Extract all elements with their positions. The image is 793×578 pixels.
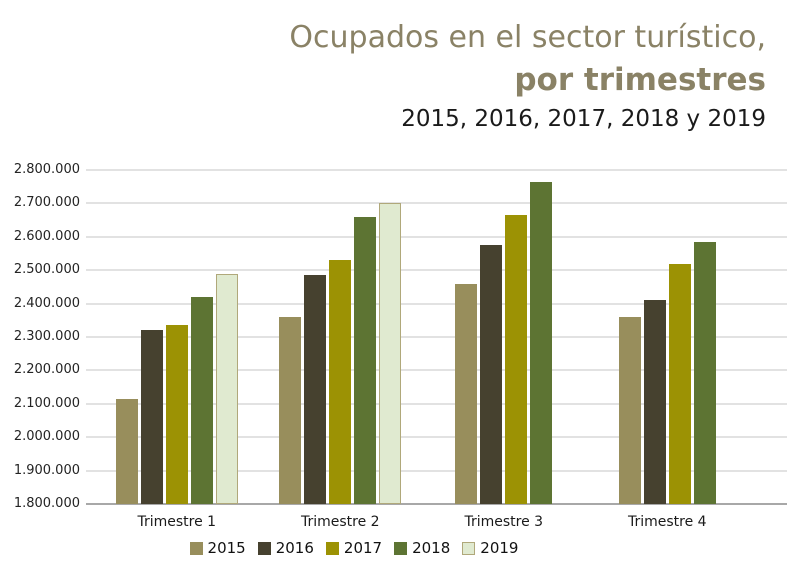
gridline — [86, 369, 787, 372]
legend-label: 2019 — [480, 539, 519, 557]
bar-group-trimestre-3 — [422, 170, 586, 504]
gridline — [86, 336, 787, 338]
gridline — [86, 235, 787, 238]
legend-swatch-2015 — [189, 541, 203, 555]
gridline — [86, 402, 787, 405]
y-tick-label: 2.700.000 — [13, 195, 80, 211]
bar-2017-trimestre-2 — [329, 260, 352, 504]
legend: 2015 2016 2017 2018 2019 — [0, 539, 708, 557]
chart-title-line3: 2015, 2016, 2017, 2018 y 2019 — [401, 106, 766, 132]
bar-group-trimestre-4 — [586, 170, 750, 504]
bar-2017-trimestre-1 — [165, 325, 188, 504]
y-tick-label: 2.500.000 — [13, 262, 80, 278]
y-tick-label: 2.300.000 — [13, 329, 80, 344]
bar-2015-trimestre-2 — [279, 316, 302, 504]
bar-2015-trimestre-3 — [455, 283, 478, 504]
gridline — [86, 469, 787, 472]
legend-swatch-2018 — [394, 541, 408, 555]
y-tick-label: 2.000.000 — [13, 429, 80, 445]
x-category-label: Trimestre 2 — [300, 514, 380, 530]
legend-item-2016: 2016 — [257, 539, 314, 557]
bar-2016-trimestre-3 — [480, 245, 503, 504]
gridline — [86, 302, 787, 305]
bar-2018-trimestre-2 — [354, 216, 377, 504]
y-tick-label: 1.900.000 — [13, 462, 80, 478]
y-tick-label: 2.100.000 — [13, 395, 80, 411]
x-category-label: Trimestre 3 — [464, 514, 544, 530]
legend-swatch-2017 — [325, 541, 339, 555]
bar-2015-trimestre-1 — [115, 398, 138, 504]
bar-2015-trimestre-4 — [618, 316, 641, 504]
legend-label: 2018 — [412, 539, 451, 557]
bar-2018-trimestre-4 — [693, 241, 716, 504]
x-category-label: Trimestre 4 — [627, 514, 707, 530]
y-tick-label: 2.600.000 — [13, 228, 80, 244]
gridline — [86, 202, 787, 205]
chart-title-line2: por trimestres — [514, 62, 766, 98]
legend-item-2019: 2019 — [462, 539, 518, 557]
x-category-label: Trimestre 1 — [137, 514, 217, 530]
legend-label: 2015 — [207, 539, 246, 557]
legend-item-2015: 2015 — [189, 539, 246, 557]
legend-label: 2016 — [275, 539, 314, 557]
gridline — [86, 269, 787, 272]
legend-swatch-2019 — [462, 541, 476, 555]
bar-2019-trimestre-1 — [215, 273, 238, 504]
legend-label: 2017 — [343, 539, 383, 557]
bar-2018-trimestre-3 — [530, 181, 553, 504]
gridline — [86, 436, 787, 439]
legend-swatch-2016 — [257, 541, 271, 555]
bar-2016-trimestre-1 — [140, 330, 163, 504]
bar-group-trimestre-1 — [95, 170, 259, 504]
gridline — [86, 169, 787, 171]
chart-title-line1: Ocupados en el sector turístico, — [289, 20, 766, 55]
y-tick-label: 2.400.000 — [13, 295, 80, 311]
x-axis-line — [86, 503, 787, 505]
bar-2019-trimestre-2 — [379, 203, 402, 504]
bar-2018-trimestre-1 — [190, 296, 213, 504]
y-tick-label: 1.800.000 — [13, 496, 80, 511]
bar-2016-trimestre-2 — [304, 275, 327, 504]
bar-2017-trimestre-3 — [505, 215, 528, 504]
chart-title-block: Ocupados en el sector turístico, por tri… — [0, 18, 766, 137]
bar-2016-trimestre-4 — [643, 300, 666, 504]
y-tick-label: 2.800.000 — [13, 162, 80, 177]
bar-2017-trimestre-4 — [668, 263, 691, 504]
bar-group-trimestre-2 — [259, 170, 423, 504]
legend-item-2017: 2017 — [325, 539, 383, 557]
y-tick-label: 2.200.000 — [13, 362, 80, 378]
legend-item-2018: 2018 — [394, 539, 450, 557]
